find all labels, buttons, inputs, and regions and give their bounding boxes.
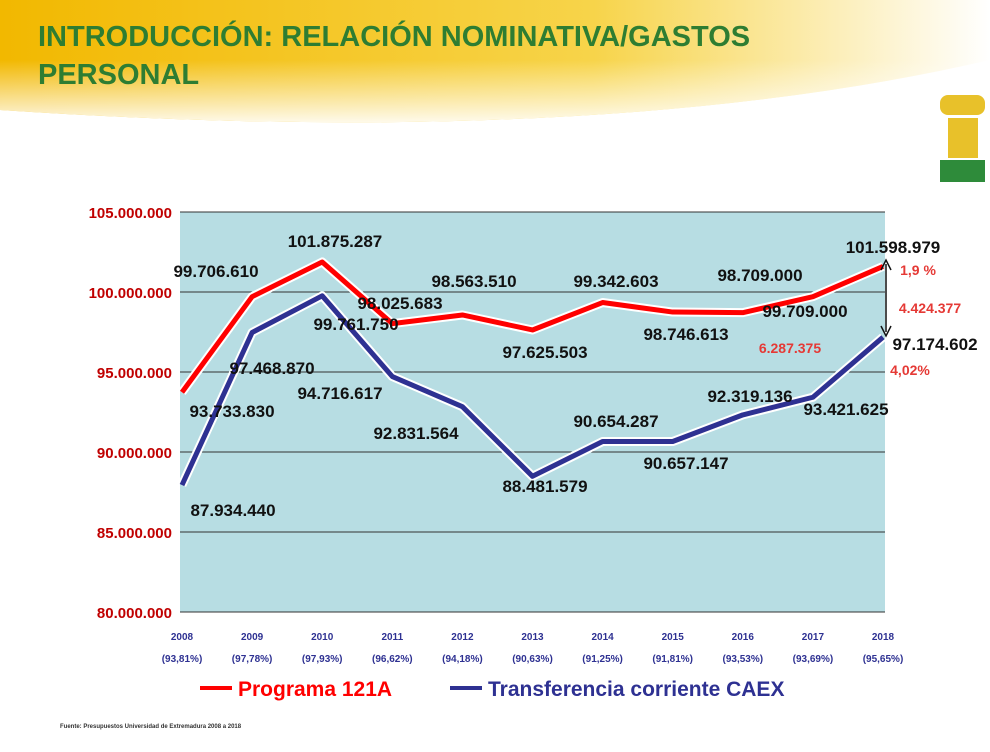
data-label: 97.174.602 [892, 335, 977, 354]
data-label: 97.468.870 [229, 359, 314, 378]
x-tick-note: (97,93%) [302, 654, 343, 665]
x-tick-label: 2015 [662, 632, 685, 643]
x-tick-note: (96,62%) [372, 654, 413, 665]
data-label: 97.625.503 [502, 343, 587, 362]
x-tick-label: 2011 [381, 632, 403, 643]
series-line [179, 259, 884, 394]
annotation: 4.424.377 [899, 300, 961, 316]
x-tick-note: (94,18%) [442, 654, 483, 665]
source: Fuente: Presupuestos Universidad de Extr… [60, 724, 242, 730]
data-label: 101.598.979 [846, 238, 941, 257]
title-line-2: PERSONAL [38, 59, 199, 91]
data-label: 93.733.830 [189, 402, 274, 421]
x-tick-note: (93,81%) [162, 654, 203, 665]
arrow-head [880, 258, 892, 338]
x-tick-note: (91,81%) [652, 654, 693, 665]
data-label: 87.934.440 [190, 501, 275, 520]
x-tick-label: 2013 [521, 632, 544, 643]
x-tick-note: (93,69%) [793, 654, 834, 665]
title-line-1: INTRODUCCIÓN: RELACIÓN NOMINATIVA/GASTOS [38, 19, 750, 53]
x-tick-label: 2009 [241, 632, 264, 643]
data-label: 92.831.564 [373, 424, 459, 443]
x-tick-label: 2012 [451, 632, 474, 643]
data-label: 92.319.136 [707, 387, 792, 406]
x-tick-label: 2017 [802, 632, 825, 643]
data-label: 90.654.287 [573, 412, 658, 431]
logo [940, 95, 985, 182]
x-tick-note: (97,78%) [232, 654, 273, 665]
annotation: 4,02% [890, 362, 930, 378]
data-label: 101.875.287 [288, 232, 383, 251]
x-tick-label: 2018 [872, 632, 895, 643]
data-label: 94.716.617 [297, 384, 382, 403]
y-tick-label: 100.000.000 [89, 285, 172, 302]
y-tick-label: 90.000.000 [97, 445, 172, 462]
x-tick-note: (95,65%) [863, 654, 904, 665]
data-label: 98.025.683 [357, 294, 442, 313]
legend-label: Transferencia corriente CAEX [488, 678, 784, 701]
data-label: 99.342.603 [573, 272, 658, 291]
x-tick-label: 2010 [311, 632, 334, 643]
x-tick-note: (93,53%) [723, 654, 764, 665]
legend-label: Programa 121A [238, 678, 392, 701]
data-label: 98.709.000 [717, 266, 802, 285]
x-tick-note: (91,25%) [582, 654, 623, 665]
annotation: 1,9 % [900, 262, 936, 278]
data-label: 88.481.579 [502, 477, 587, 496]
data-label: 90.657.147 [643, 454, 728, 473]
banner-fade [0, 60, 990, 123]
data-label: 99.706.610 [173, 262, 258, 281]
data-label: 93.421.625 [803, 400, 888, 419]
data-label: 98.746.613 [643, 325, 728, 344]
y-tick-label: 95.000.000 [97, 365, 172, 382]
y-tick-label: 85.000.000 [97, 525, 172, 542]
y-tick-label: 80.000.000 [97, 605, 172, 622]
data-label: 99.709.000 [762, 302, 847, 321]
data-label: 99.761.750 [313, 315, 398, 334]
x-tick-label: 2014 [591, 632, 614, 643]
x-tick-label: 2016 [732, 632, 755, 643]
y-tick-label: 105.000.000 [89, 205, 172, 222]
x-tick-label: 2008 [171, 632, 194, 643]
x-tick-note: (90,63%) [512, 654, 553, 665]
annotation: 6.287.375 [759, 340, 821, 356]
data-label: 98.563.510 [431, 272, 516, 291]
series-line [179, 293, 885, 487]
